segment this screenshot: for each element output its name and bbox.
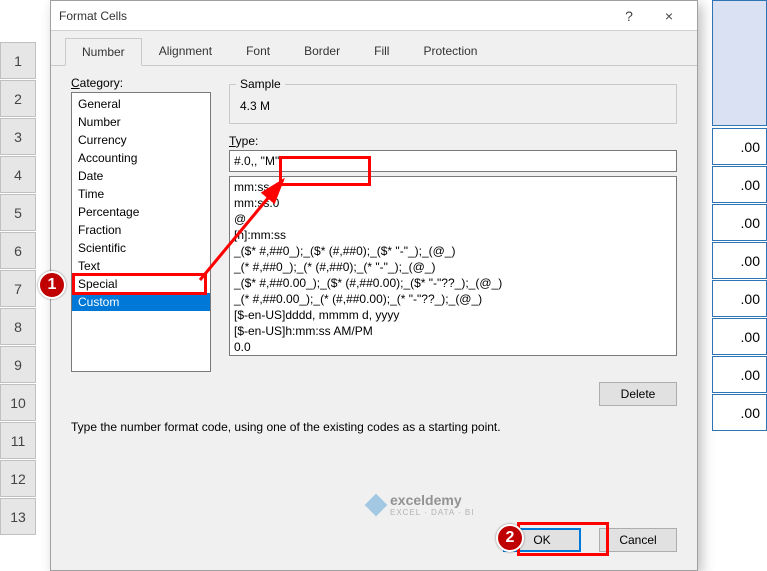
category-item[interactable]: Percentage (72, 203, 210, 221)
row-header[interactable]: 7 (0, 270, 36, 307)
row-header[interactable]: 13 (0, 498, 36, 535)
category-item[interactable]: Number (72, 113, 210, 131)
format-cells-dialog: Format Cells ? × Number Alignment Font B… (50, 0, 698, 571)
grid-header-cell (712, 0, 767, 126)
row-header[interactable]: 4 (0, 156, 36, 193)
category-item[interactable]: Accounting (72, 149, 210, 167)
type-label: Type: (229, 134, 677, 148)
watermark-name: exceldemy (390, 492, 462, 508)
category-item[interactable]: Fraction (72, 221, 210, 239)
row-header[interactable]: 5 (0, 194, 36, 231)
format-item[interactable]: _($* #,##0_);_($* (#,##0);_($* "-"_);_(@… (234, 243, 672, 259)
grid-cell[interactable]: .00 (712, 128, 767, 165)
format-item[interactable]: [$-en-US]h:mm:ss AM/PM (234, 323, 672, 339)
watermark: exceldemy EXCEL · DATA · BI (368, 492, 474, 517)
category-item[interactable]: Time (72, 185, 210, 203)
row-header[interactable]: 12 (0, 460, 36, 497)
cancel-button[interactable]: Cancel (599, 528, 677, 552)
close-button[interactable]: × (649, 8, 689, 24)
category-item[interactable]: Text (72, 257, 210, 275)
row-header[interactable]: 1 (0, 42, 36, 79)
tab-fill[interactable]: Fill (357, 37, 406, 65)
format-item[interactable]: mm:ss (234, 179, 672, 195)
tab-font[interactable]: Font (229, 37, 287, 65)
format-item[interactable]: 0.0 (234, 339, 672, 355)
titlebar: Format Cells ? × (51, 1, 697, 31)
help-button[interactable]: ? (609, 8, 649, 24)
type-input[interactable] (229, 150, 677, 172)
category-item[interactable]: General (72, 95, 210, 113)
format-item[interactable]: _(* #,##0.00_);_(* (#,##0.00);_(* "-"??_… (234, 291, 672, 307)
tab-border[interactable]: Border (287, 37, 357, 65)
format-item[interactable]: _(* #,##0_);_(* (#,##0);_(* "-"_);_(@_) (234, 259, 672, 275)
category-item[interactable]: Date (72, 167, 210, 185)
grid-cell[interactable]: .00 (712, 394, 767, 431)
grid-cell[interactable]: .00 (712, 242, 767, 279)
grid-cell[interactable]: .00 (712, 166, 767, 203)
dialog-title: Format Cells (59, 9, 609, 23)
category-item[interactable]: Currency (72, 131, 210, 149)
sample-value: 4.3 M (240, 99, 666, 113)
row-header[interactable]: 8 (0, 308, 36, 345)
category-listbox[interactable]: General Number Currency Accounting Date … (71, 92, 211, 372)
sample-label: Sample (236, 77, 285, 91)
callout-number-2: 2 (496, 524, 524, 552)
row-header[interactable]: 9 (0, 346, 36, 383)
callout-number-1: 1 (38, 271, 66, 299)
row-header[interactable]: 11 (0, 422, 36, 459)
tab-alignment[interactable]: Alignment (142, 37, 229, 65)
watermark-tag: EXCEL · DATA · BI (390, 508, 474, 517)
row-header[interactable]: 2 (0, 80, 36, 117)
grid-cell[interactable]: .00 (712, 318, 767, 355)
format-item[interactable]: _($* #,##0.0_);_($* (#,##0.0);_($* "-"??… (234, 355, 672, 356)
category-item-custom[interactable]: Custom (72, 293, 210, 311)
category-label: Category: (71, 76, 211, 90)
format-code-listbox[interactable]: mm:ss mm:ss.0 @ [h]:mm:ss _($* #,##0_);_… (229, 176, 677, 356)
format-item[interactable]: [h]:mm:ss (234, 227, 672, 243)
grid-cell[interactable]: .00 (712, 204, 767, 241)
grid-cell[interactable]: .00 (712, 356, 767, 393)
category-item[interactable]: Special (72, 275, 210, 293)
description-text: Type the number format code, using one o… (51, 406, 697, 434)
tab-number[interactable]: Number (65, 38, 142, 66)
row-header[interactable]: 6 (0, 232, 36, 269)
format-item[interactable]: @ (234, 211, 672, 227)
format-item[interactable]: [$-en-US]dddd, mmmm d, yyyy (234, 307, 672, 323)
row-header[interactable]: 3 (0, 118, 36, 155)
category-item[interactable]: Scientific (72, 239, 210, 257)
grid-cell[interactable]: .00 (712, 280, 767, 317)
dialog-footer: OK Cancel (51, 528, 697, 552)
delete-button[interactable]: Delete (599, 382, 677, 406)
watermark-icon (365, 493, 388, 516)
tab-protection[interactable]: Protection (406, 37, 494, 65)
format-item[interactable]: mm:ss.0 (234, 195, 672, 211)
format-item[interactable]: _($* #,##0.00_);_($* (#,##0.00);_($* "-"… (234, 275, 672, 291)
row-header[interactable]: 10 (0, 384, 36, 421)
tab-strip: Number Alignment Font Border Fill Protec… (51, 31, 697, 66)
sample-group: Sample 4.3 M (229, 84, 677, 124)
